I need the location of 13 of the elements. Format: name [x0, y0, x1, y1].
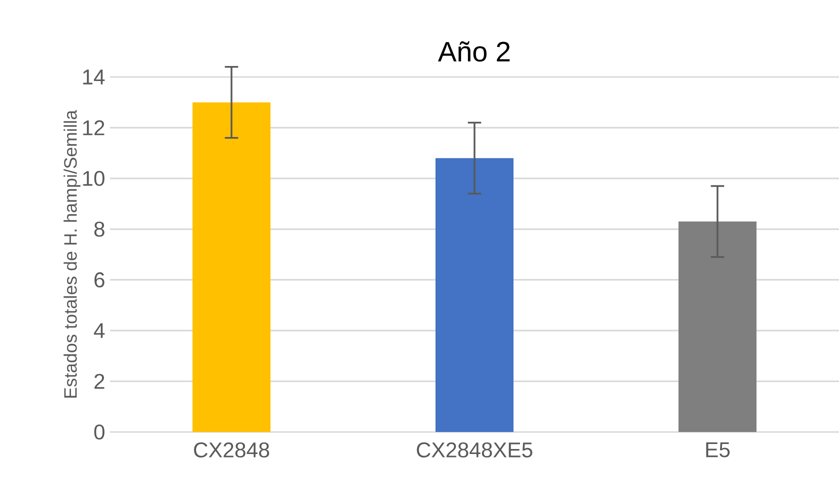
y-tick-label: 8 — [94, 222, 104, 237]
y-axis-title: Estados totales de H. hampi/Semilla — [64, 110, 80, 398]
y-tick-label: 12 — [83, 120, 104, 136]
y-tick-label: 4 — [94, 323, 105, 338]
x-tick-label: CX2848XE5 — [416, 442, 532, 458]
y-tick-label: 6 — [94, 272, 104, 288]
y-tick-label: 14 — [83, 70, 105, 84]
x-tick-label: E5 — [706, 442, 730, 458]
y-tick-label: 10 — [83, 170, 104, 186]
x-tick-label: CX2848 — [194, 442, 270, 458]
chart-title: Año 2 — [438, 41, 510, 62]
y-tick-label: 0 — [94, 424, 104, 440]
y-tick-label: 2 — [94, 374, 104, 389]
